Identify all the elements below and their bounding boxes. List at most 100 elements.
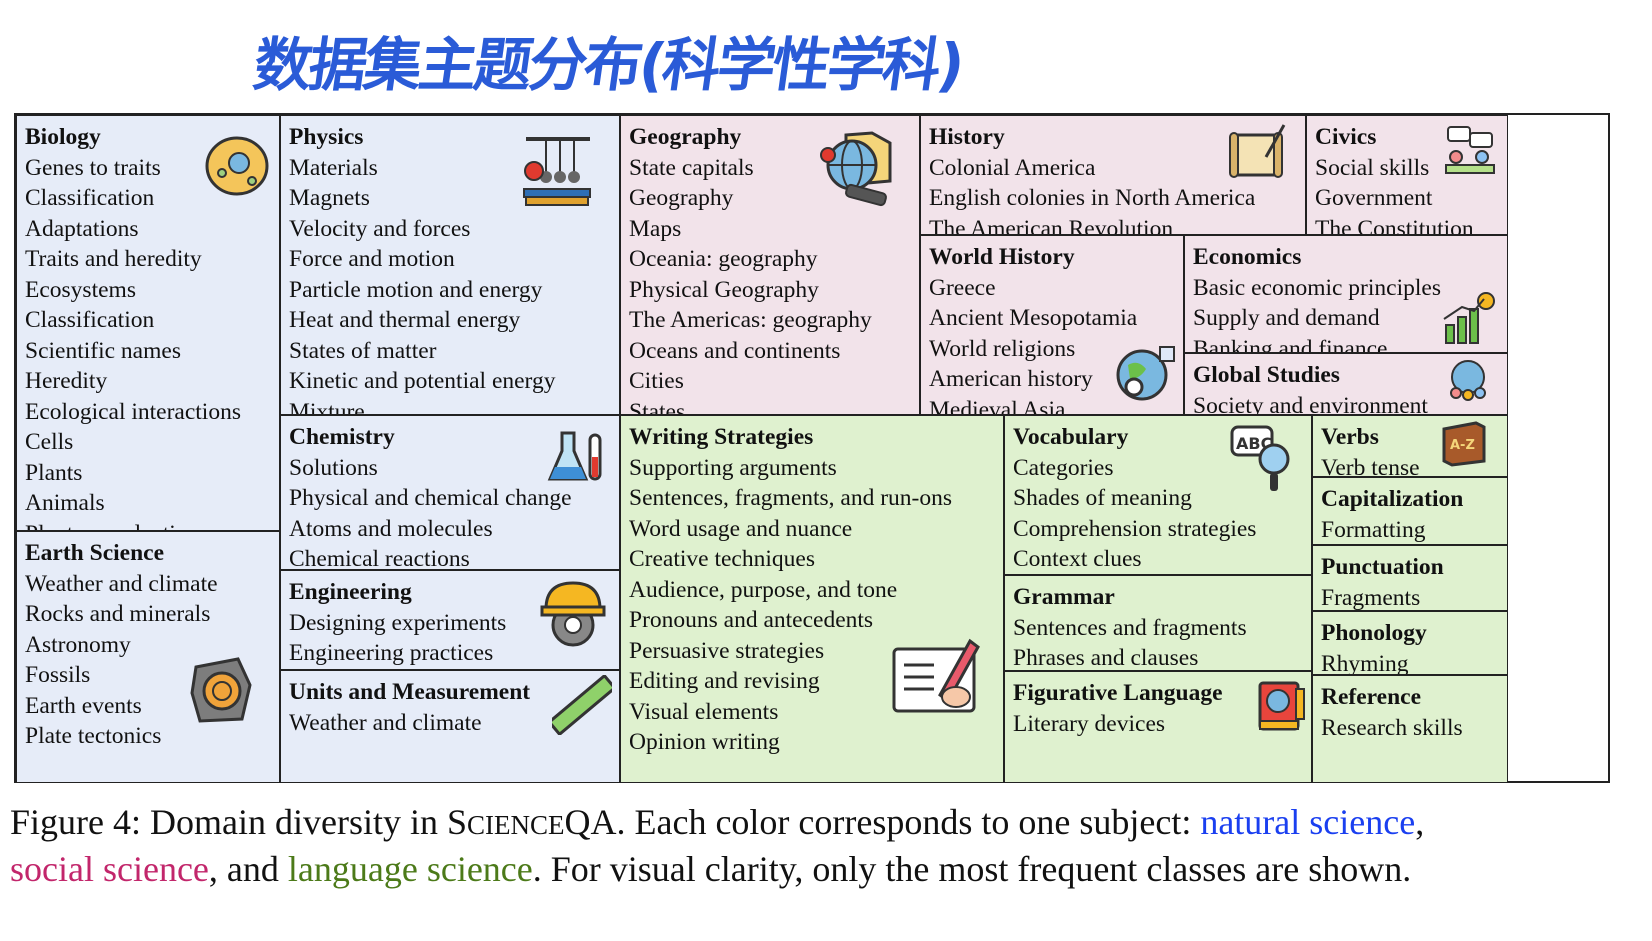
scroll-quill-icon — [1229, 124, 1286, 178]
topic-item: Sentences, fragments, and run-ons — [629, 485, 953, 511]
topic-item: Supply and demand — [1193, 305, 1380, 331]
cell-title: Grammar — [1013, 584, 1115, 610]
cell-physics: Physics Materials Magnets Velocity and forc… — [280, 115, 620, 415]
cell-vocabulary: Vocabulary Categories Shades of meaning Com… — [1004, 415, 1312, 575]
cell-title: Chemistry — [289, 424, 395, 450]
topic-item: Medieval Asia — [929, 396, 1066, 415]
dictionary-icon: A-Z — [1442, 421, 1486, 467]
newtons-cradle-icon — [523, 137, 591, 206]
cell-civics: Civics Social skills Government The Constit… — [1306, 115, 1508, 235]
topic-item: Traits and heredity — [25, 246, 202, 272]
topic-item: Opinion writing — [629, 729, 780, 755]
topic-item: Categories — [1013, 454, 1114, 481]
topic-item: Weather and climate — [25, 570, 218, 597]
topic-item: Mixture — [289, 398, 365, 415]
topic-item: The Constitution — [1315, 215, 1474, 235]
topic-item: Materials — [289, 154, 378, 181]
topic-item: Formatting — [1321, 516, 1426, 543]
fossil-icon — [190, 657, 252, 723]
cell-title: Writing Strategies — [629, 424, 814, 450]
topic-item: Magnets — [289, 185, 370, 211]
topic-item: Adaptations — [25, 215, 139, 242]
topic-item: Genes to traits — [25, 154, 161, 181]
cell-economics: Economics Basic economic principles Supply… — [1184, 235, 1508, 353]
topic-item: Editing and revising — [629, 668, 820, 694]
topic-item: Shades of meaning — [1013, 485, 1192, 511]
topic-item: Atoms and molecules — [289, 515, 493, 542]
topic-item: Earth events — [25, 692, 142, 719]
topic-item: Heredity — [25, 368, 108, 394]
topic-item: Visual elements — [629, 698, 779, 725]
topic-item: Heat and thermal energy — [289, 307, 521, 333]
topic-item: Cities — [629, 368, 684, 394]
topic-item: Fragments — [1321, 584, 1421, 611]
ruler-icon — [552, 675, 612, 735]
topic-item: Literary devices — [1013, 710, 1166, 737]
topic-item: Ecological interactions — [25, 398, 241, 425]
topic-item: Physical and chemical change — [289, 485, 572, 511]
topic-item: Ecosystems — [25, 276, 136, 303]
cell-title: Verbs — [1321, 424, 1379, 450]
cell-global-studies: Global Studies Society and environment — [1184, 353, 1508, 415]
topic-item: Maps — [629, 215, 682, 242]
cell-phonology: Phonology Rhyming — [1312, 611, 1508, 675]
caption-comma: , — [1415, 802, 1425, 842]
topic-item: Cells — [25, 429, 74, 455]
abc-magnifier-icon: ABC — [1230, 425, 1290, 491]
topic-item: Plate tectonics — [25, 723, 162, 749]
topic-item: Fossils — [25, 662, 91, 688]
topic-item: Weather and climate — [289, 709, 482, 736]
topic-item: Scientific names — [25, 337, 181, 364]
people-chat-icon — [1445, 126, 1495, 174]
topic-item: Classification — [25, 185, 155, 211]
topic-item: Kinetic and potential energy — [289, 368, 556, 394]
topic-item: Oceania: geography — [629, 246, 818, 272]
topic-item: Creative techniques — [629, 546, 815, 572]
topic-item: Supporting arguments — [629, 454, 837, 481]
topic-item: Classification — [25, 307, 155, 333]
globe-book-icon — [1258, 681, 1305, 731]
cell-title: Reference — [1321, 684, 1422, 710]
globe-magnifier-icon — [1116, 346, 1175, 401]
cell-title: Civics — [1315, 124, 1377, 150]
cell-title: History — [929, 124, 1005, 150]
topic-item: Verb tense — [1321, 454, 1420, 477]
cell-title: Capitalization — [1321, 486, 1464, 512]
hard-hat-gear-icon — [540, 581, 606, 647]
topic-item: Physical Geography — [629, 276, 819, 303]
cell-title: World History — [929, 244, 1075, 270]
topic-item: The American Revolution — [929, 215, 1174, 235]
figure-caption: Figure 4: Domain diversity in SCIENCEQA.… — [10, 800, 1630, 891]
cell-writing-strategies: Writing Strategies Supporting arguments Se… — [620, 415, 1004, 783]
topic-item: World religions — [929, 335, 1076, 362]
cell-earth-science: Earth Science Weather and climate Rocks an… — [16, 531, 280, 783]
cell-title: Geography — [629, 124, 742, 150]
topic-item: Particle motion and energy — [289, 276, 543, 303]
topic-grid: Biology Genes to traits Classification Adap… — [14, 113, 1610, 783]
topic-item: Government — [1315, 185, 1433, 211]
cell-title: Earth Science — [25, 540, 165, 566]
topic-item: Animals — [25, 490, 105, 516]
topic-item: American history — [929, 366, 1093, 392]
cell-units-measurement: Units and Measurement Weather and climate — [280, 670, 620, 783]
caption-natural-science: natural science — [1200, 802, 1416, 842]
caption-social-science: social science — [10, 849, 209, 889]
topic-item: Velocity and forces — [289, 215, 471, 242]
cell-title: Biology — [25, 124, 101, 150]
topic-item: Society and environment — [1193, 392, 1428, 415]
topic-item: Social skills — [1315, 154, 1430, 181]
world-people-icon — [1450, 360, 1486, 401]
cell-title: Figurative Language — [1013, 680, 1223, 706]
cell-title: Engineering — [289, 579, 412, 605]
topic-item: Greece — [929, 274, 996, 301]
topic-item: Audience, purpose, and tone — [629, 576, 898, 603]
cell-icon — [205, 136, 269, 196]
topic-item: English colonies in North America — [929, 185, 1256, 211]
topic-item: Research skills — [1321, 714, 1463, 741]
topic-item: Astronomy — [25, 631, 131, 658]
caption-dataset-s: S — [446, 802, 467, 842]
caption-language-science: language science — [287, 849, 533, 889]
cell-title: Phonology — [1321, 620, 1427, 646]
topic-item: Engineering practices — [289, 640, 494, 666]
topic-item: Rocks and minerals — [25, 601, 211, 627]
